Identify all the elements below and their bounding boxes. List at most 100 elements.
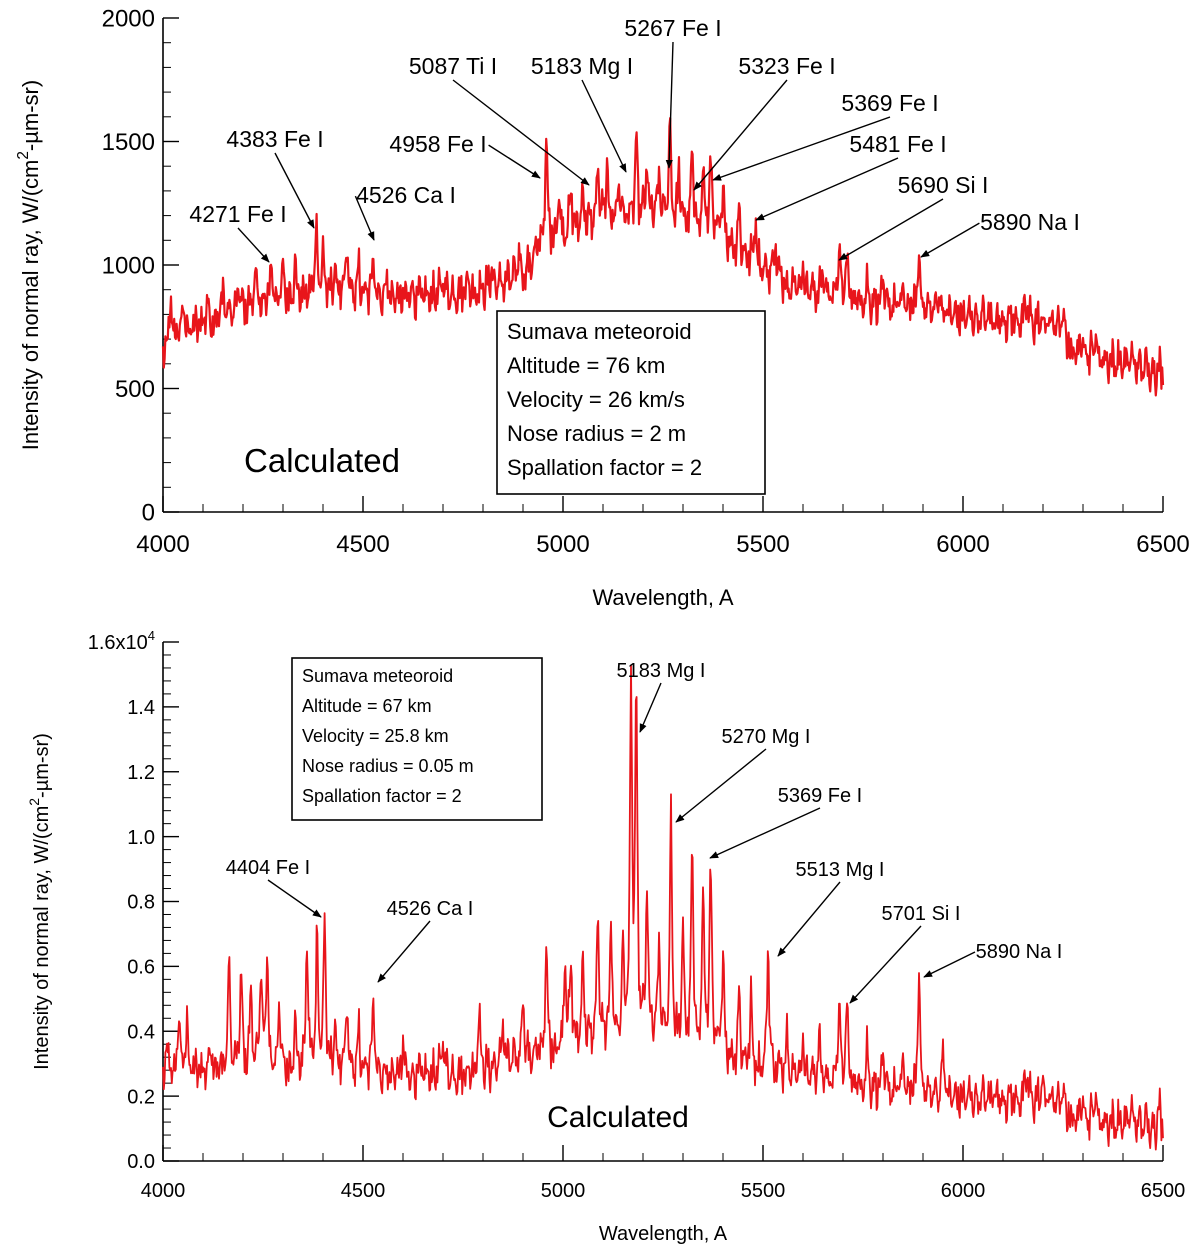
info-box-frame	[291, 657, 543, 821]
annotation-arrow	[665, 41, 674, 169]
annotation-label: 5513 Mg I	[796, 859, 885, 881]
y-tick-label: 1.4	[127, 697, 155, 719]
info-box-line: Sumava meteoroid	[507, 319, 692, 344]
line-annotation: 4526 Ca I	[377, 898, 474, 983]
x-tick-label: 6000	[936, 531, 989, 558]
line-annotation: 4958 Fe I	[389, 131, 541, 179]
info-box-line: Velocity = 26 km/s	[507, 387, 685, 412]
x-axis-title: Wavelength, A	[599, 1223, 728, 1245]
annotation-label: 4383 Fe I	[226, 126, 323, 152]
annotation-arrow	[377, 920, 431, 983]
annotation-arrow	[581, 79, 627, 173]
x-tick-label: 5500	[741, 1180, 786, 1202]
annotation-label: 5183 Mg I	[531, 53, 633, 79]
x-axis-title: Wavelength, A	[592, 585, 733, 610]
annotation-label: 4526 Ca I	[387, 898, 474, 920]
annotation-label: 5369 Fe I	[841, 90, 938, 116]
y-tick-label: 1500	[102, 129, 155, 156]
info-box-line: Altitude = 67 km	[302, 696, 432, 716]
y-axis-title-main: Intensity of normal ray, W/(cm	[31, 806, 53, 1070]
x-tick-label: 6500	[1136, 531, 1189, 558]
line-annotation: 5087 Ti I	[409, 53, 590, 186]
info-box-line: Altitude = 76 km	[507, 353, 665, 378]
line-annotation: 5270 Mg I	[675, 726, 811, 823]
y-tick-label: 1.2	[127, 762, 155, 784]
info-box-line: Spallation factor = 2	[507, 455, 702, 480]
x-tick-label: 4000	[136, 531, 189, 558]
y-tick-label: 0.0	[127, 1151, 155, 1173]
annotation-label: 5267 Fe I	[624, 15, 721, 41]
y-tick-label: 0	[142, 500, 155, 527]
info-box: Sumava meteoroid Altitude = 76 km Velocity…	[496, 310, 766, 495]
annotation-arrow	[777, 881, 841, 957]
x-tick-label: 4500	[336, 531, 389, 558]
line-annotation: 5323 Fe I	[693, 53, 836, 191]
annotation-arrow	[274, 152, 315, 229]
annotation-arrow	[693, 79, 788, 191]
y-tick-label: 500	[115, 376, 155, 403]
line-annotation: 5369 Fe I	[709, 785, 862, 859]
line-annotation: 5513 Mg I	[777, 859, 885, 957]
annotation-arrow	[838, 198, 944, 261]
info-box-frame	[496, 310, 766, 495]
bottom-spectrum-panel: 0.0 0.2 0.4 0.6 0.8 1.0 1.2 1.4 1.6x104 4000 4500 5…	[26, 628, 1185, 1245]
annotation-arrow	[709, 807, 821, 859]
x-tick-label: 4000	[141, 1180, 186, 1202]
y-tick-label: 1.0	[127, 827, 155, 849]
info-box: Sumava meteoroid Altitude = 67 km Velocity…	[291, 657, 543, 821]
annotation-arrow	[675, 748, 767, 823]
y-axis-title-tail: -µm-sr)	[18, 80, 43, 151]
y-tick-label: 2000	[102, 6, 155, 33]
annotation-arrow	[923, 951, 976, 978]
line-annotation: 4404 Fe I	[226, 857, 322, 918]
y-axis-title-tail: -µm-sr)	[31, 733, 53, 798]
annotation-arrow	[488, 144, 541, 179]
line-annotation: 4526 Ca I	[354, 182, 456, 241]
line-annotation: 5369 Fe I	[712, 90, 939, 181]
y-axis-title: Intensity of normal ray, W/(cm2-µm-sr)	[26, 733, 53, 1070]
line-annotation: 5890 Na I	[923, 941, 1062, 978]
y-tick-label: 1000	[102, 253, 155, 280]
annotation-label: 5701 Si I	[882, 903, 961, 925]
annotation-label: 5323 Fe I	[738, 53, 835, 79]
top-spectrum-panel: 0 500 1000 1500 2000 4000 4500 5000 5500 6000 6500…	[15, 6, 1190, 610]
annotation-label: 4958 Fe I	[389, 131, 486, 157]
annotation-label: 5690 Si I	[898, 172, 989, 198]
line-annotation: 5701 Si I	[849, 903, 961, 1004]
info-box-line: Nose radius = 0.05 m	[302, 756, 474, 776]
info-box-line: Sumava meteoroid	[302, 666, 453, 686]
x-tick-label: 5500	[736, 531, 789, 558]
annotation-arrow	[920, 222, 980, 258]
info-box-line: Spallation factor = 2	[302, 786, 462, 806]
annotation-label: 4271 Fe I	[189, 201, 286, 227]
x-tick-label: 6000	[941, 1180, 986, 1202]
line-annotation: 4271 Fe I	[189, 201, 287, 263]
info-box-line: Nose radius = 2 m	[507, 421, 686, 446]
annotation-arrow	[267, 879, 322, 918]
x-tick-label: 4500	[341, 1180, 386, 1202]
annotation-label: 4404 Fe I	[226, 857, 311, 879]
line-annotation: 5183 Mg I	[617, 660, 706, 733]
annotation-arrow	[452, 79, 590, 186]
annotation-label: 5270 Mg I	[722, 726, 811, 748]
calculated-label: Calculated	[244, 442, 400, 479]
annotation-label: 5183 Mg I	[617, 660, 706, 682]
annotation-label: 5890 Na I	[980, 209, 1080, 235]
y-tick-exponent: 4	[148, 628, 155, 643]
annotation-label: 5481 Fe I	[849, 131, 946, 157]
calculated-label: Calculated	[547, 1101, 689, 1134]
spectrum-line	[162, 664, 1164, 1151]
annotation-arrow	[712, 116, 891, 181]
line-annotation: 5481 Fe I	[755, 131, 947, 221]
y-axis-title-main: Intensity of normal ray, W/(cm	[18, 160, 43, 451]
y-tick-label: 0.8	[127, 892, 155, 914]
line-annotation: 5183 Mg I	[531, 53, 633, 173]
y-tick-label: 0.4	[127, 1021, 155, 1043]
annotation-arrow	[755, 157, 899, 221]
x-tick-label: 6500	[1141, 1180, 1186, 1202]
spectrum-line	[161, 117, 1165, 397]
y-axis-title: Intensity of normal ray, W/(cm2-µm-sr)	[15, 80, 43, 450]
annotation-label: 4526 Ca I	[356, 182, 456, 208]
annotation-arrow	[237, 227, 270, 263]
